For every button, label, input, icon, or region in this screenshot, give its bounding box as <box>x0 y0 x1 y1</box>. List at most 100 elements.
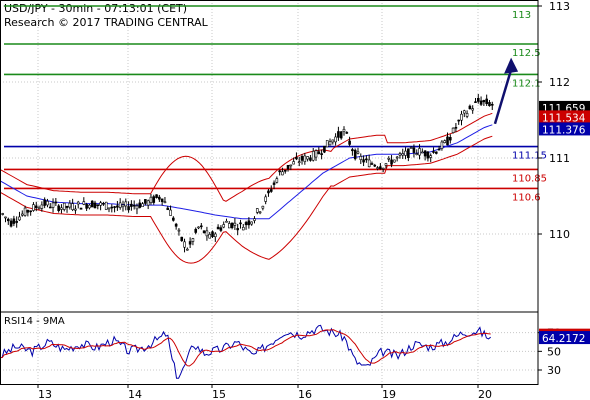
candle-body <box>384 163 388 166</box>
forecast-arrow-line <box>493 69 513 125</box>
price-tag-111.376: 111.376 <box>542 124 586 136</box>
candle-body <box>191 238 195 242</box>
candle-body <box>79 207 83 210</box>
candle-body <box>365 158 368 161</box>
candle-body <box>407 148 410 158</box>
candle-body <box>141 203 144 208</box>
candle-body <box>155 194 158 198</box>
forecast-arrow-head <box>504 57 519 74</box>
candle-body <box>300 155 304 161</box>
candle-body <box>412 147 416 153</box>
candle-body <box>303 155 307 162</box>
rsi-line <box>0 324 492 379</box>
candle-body <box>6 218 10 222</box>
candle-body <box>359 156 363 160</box>
candle-body <box>272 182 276 185</box>
candle-body <box>160 198 164 202</box>
candle-body <box>135 205 139 210</box>
candle-body <box>205 230 209 237</box>
candle-body <box>216 226 220 230</box>
candle-body <box>200 225 203 228</box>
candle-body <box>449 137 452 141</box>
candle-body <box>102 203 105 205</box>
candle-body <box>23 207 27 216</box>
candle-body <box>373 164 377 167</box>
candle-body <box>297 161 301 163</box>
candle-body <box>82 201 86 205</box>
candle-body <box>18 216 21 221</box>
candle-body <box>395 156 399 159</box>
candle-body <box>51 202 55 208</box>
candle-body <box>180 236 184 242</box>
candle-body <box>163 201 167 204</box>
candle-body <box>342 128 346 132</box>
candle-body <box>127 206 130 211</box>
candle-body <box>104 201 108 210</box>
candle-body <box>1 213 4 215</box>
candle-body <box>132 204 136 207</box>
candle-body <box>214 233 217 238</box>
candle-body <box>124 201 128 207</box>
candle-body <box>485 98 488 105</box>
candle-body <box>264 196 267 202</box>
candle-body <box>345 132 349 134</box>
candles <box>1 94 494 253</box>
candle-body <box>421 151 424 154</box>
x-tick-label-19: 19 <box>382 388 396 400</box>
candle-body <box>26 210 30 213</box>
candle-body <box>230 222 234 228</box>
candle-body <box>275 178 279 183</box>
candle-body <box>227 223 231 229</box>
candle-body <box>267 190 270 194</box>
candle-body <box>158 196 161 200</box>
rsi-tag-box <box>539 331 590 345</box>
candle-body <box>471 108 474 111</box>
candle-body <box>107 207 111 210</box>
x-tick-label-16: 16 <box>298 388 312 400</box>
candle-body <box>118 202 122 208</box>
candle-body <box>188 241 192 245</box>
candle-body <box>393 159 396 163</box>
candle-body <box>339 131 343 139</box>
candle-body <box>348 140 351 145</box>
candle-body <box>172 217 175 221</box>
candle-body <box>247 220 251 226</box>
candle-body <box>166 207 170 211</box>
candle-body <box>116 205 119 208</box>
candle-body <box>4 216 7 219</box>
candle-body <box>309 157 312 161</box>
candle-body <box>479 100 483 105</box>
candle-body <box>423 150 427 157</box>
candle-body <box>482 100 486 103</box>
candle-body <box>409 147 413 149</box>
candle-body <box>88 204 91 209</box>
candle-body <box>331 139 335 143</box>
candle-body <box>398 153 402 156</box>
candle-body <box>390 159 393 165</box>
candle-body <box>387 157 391 160</box>
price-tag-box <box>539 122 590 136</box>
candle-body <box>68 202 72 208</box>
candle-body <box>211 231 214 237</box>
candle-body <box>258 211 262 214</box>
candle-body <box>334 136 337 143</box>
candle-body <box>460 113 463 121</box>
candle-body <box>144 199 147 204</box>
y-tick-label-110: 110 <box>549 228 570 241</box>
candle-body <box>177 229 181 232</box>
candle-body <box>219 227 223 231</box>
candle-body <box>208 234 212 239</box>
level-label-111.15: 111.15 <box>512 151 547 162</box>
candle-body <box>255 208 259 213</box>
candle-body <box>261 205 265 209</box>
candle-body <box>476 97 480 102</box>
candle-body <box>34 205 38 208</box>
candle-body <box>241 226 245 231</box>
candle-body <box>367 159 371 168</box>
bollinger-lower <box>0 135 493 264</box>
level-label-110.6: 110.6 <box>512 192 541 203</box>
candle-body <box>96 204 100 206</box>
candle-body <box>99 202 102 206</box>
x-tick-label-13: 13 <box>38 388 52 400</box>
